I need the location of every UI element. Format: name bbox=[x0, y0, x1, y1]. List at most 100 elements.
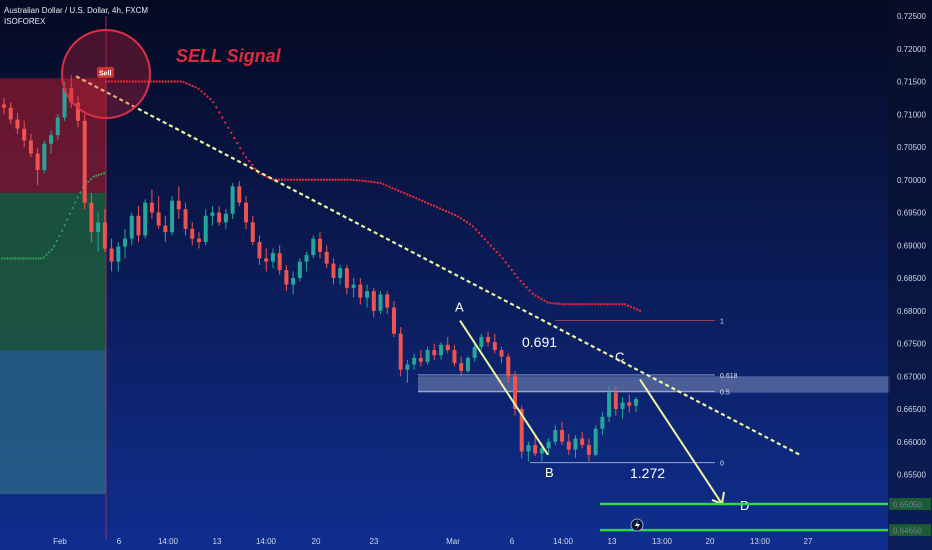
candle-body bbox=[143, 202, 148, 236]
trail-stop-dot bbox=[295, 178, 299, 181]
trail-stop-dot bbox=[507, 264, 510, 268]
trail-stop-dot bbox=[594, 303, 597, 306]
candle-body bbox=[196, 238, 201, 242]
trail-stop-dot bbox=[191, 84, 194, 88]
trail-stop-dot bbox=[221, 116, 224, 119]
trail-stop-dot bbox=[483, 238, 487, 241]
trail-stop-dot bbox=[519, 279, 522, 283]
trail-stop-dot bbox=[421, 199, 424, 203]
trail-stop-dot-green bbox=[47, 251, 51, 254]
candle-body bbox=[452, 350, 457, 364]
trail-stop-dot bbox=[525, 286, 528, 289]
trail-stop-dot bbox=[564, 303, 567, 306]
candle-body bbox=[445, 344, 450, 351]
trail-stop-dot bbox=[140, 80, 143, 83]
trail-stop-dot bbox=[164, 80, 167, 83]
trail-stop-dot bbox=[125, 80, 129, 83]
trail-stop-dot bbox=[289, 178, 293, 181]
trail-stop-dot bbox=[307, 178, 311, 181]
trail-stop-dot bbox=[549, 301, 552, 305]
trail-stop-dot bbox=[155, 80, 158, 83]
trail-stop-dot bbox=[131, 80, 135, 83]
trail-stop-dot-green bbox=[63, 224, 66, 227]
wave-leg-cd bbox=[639, 378, 723, 505]
time-tick-label: 23 bbox=[370, 537, 379, 546]
candle-body bbox=[331, 263, 336, 278]
trail-stop-dot bbox=[259, 173, 263, 176]
trail-stop-dot bbox=[582, 303, 585, 306]
trail-stop-dot-green bbox=[40, 257, 43, 260]
candle-body bbox=[634, 399, 638, 406]
trail-stop-dot bbox=[122, 80, 126, 83]
trail-stop-dot bbox=[489, 244, 493, 247]
trail-stop-dot-green bbox=[55, 239, 59, 243]
fib-level-label: 0.5 bbox=[720, 389, 730, 396]
candle-body bbox=[2, 104, 6, 108]
candle-body bbox=[338, 268, 343, 278]
candle-body bbox=[593, 428, 598, 455]
candle-body bbox=[264, 258, 269, 262]
trail-stop-dot bbox=[110, 80, 114, 83]
trail-stop-dot bbox=[603, 303, 606, 306]
trail-stop-dot-green bbox=[95, 174, 98, 177]
trail-stop-dot bbox=[179, 80, 182, 83]
trail-stop-dot-green bbox=[61, 229, 64, 232]
trail-stop-dot-green bbox=[53, 244, 56, 248]
candle-body bbox=[512, 376, 517, 409]
trail-stop-dot bbox=[632, 306, 636, 310]
lightning-alert-icon[interactable] bbox=[630, 518, 644, 532]
trail-stop-dot bbox=[462, 219, 466, 222]
trail-stop-dot bbox=[167, 80, 170, 83]
price-tick-label: 0.70000 bbox=[897, 176, 926, 185]
trail-stop-dot bbox=[128, 80, 132, 83]
trail-stop-dot bbox=[185, 82, 188, 85]
candle-body bbox=[344, 268, 349, 288]
trail-stop-dot bbox=[477, 231, 481, 235]
trail-stop-dot bbox=[143, 80, 146, 83]
trail-stop-dot-green bbox=[45, 253, 48, 256]
trail-stop-dot bbox=[620, 303, 624, 306]
candle-body bbox=[365, 291, 370, 298]
resistance-zone bbox=[418, 376, 890, 393]
candle-body bbox=[553, 429, 558, 442]
trail-stop-dot-green bbox=[68, 212, 72, 215]
chart-header: Australian Dollar / U.S. Dollar, 4h, FXC… bbox=[4, 5, 148, 27]
lightning-glyph bbox=[635, 520, 640, 530]
trail-stop-dot-green bbox=[50, 248, 53, 251]
candle-body bbox=[244, 202, 249, 223]
trail-stop-dot bbox=[349, 178, 352, 181]
trail-stop-dot-green bbox=[13, 257, 17, 260]
candle-body bbox=[109, 248, 114, 262]
time-tick-label: 27 bbox=[804, 537, 813, 546]
trail-stop-dot bbox=[441, 208, 445, 212]
trail-stop-dot bbox=[453, 213, 457, 217]
trail-stop-dot bbox=[597, 303, 600, 306]
candle-body bbox=[291, 278, 296, 285]
trail-stop-dot bbox=[504, 261, 507, 264]
trail-stop-dot bbox=[629, 305, 633, 309]
candle-body bbox=[439, 344, 444, 356]
candle-body bbox=[257, 241, 262, 259]
trail-stop-dot bbox=[218, 111, 221, 114]
trail-stop-dot bbox=[230, 131, 233, 135]
candle-body bbox=[607, 392, 612, 417]
candle-body bbox=[15, 119, 20, 129]
price-tick-label: 0.72000 bbox=[897, 45, 926, 54]
trail-stop-dot bbox=[379, 181, 382, 185]
candle-body bbox=[486, 336, 491, 343]
trail-stop-dot bbox=[447, 211, 451, 214]
trail-stop-dot bbox=[561, 302, 564, 306]
trail-stop-dot-green bbox=[76, 196, 79, 199]
candle-body bbox=[492, 342, 497, 351]
trail-stop-dot bbox=[277, 178, 281, 181]
candle-body bbox=[62, 88, 67, 118]
trail-stop-dot bbox=[570, 303, 573, 306]
candle-body bbox=[425, 350, 430, 362]
trail-stop-dot-green bbox=[16, 257, 19, 260]
candle-body bbox=[358, 284, 363, 298]
trail-stop-dot bbox=[325, 178, 328, 181]
fib-level-label: 0 bbox=[720, 461, 724, 468]
trail-stop-dot bbox=[352, 178, 355, 182]
trail-stop-dot-green bbox=[32, 257, 35, 260]
